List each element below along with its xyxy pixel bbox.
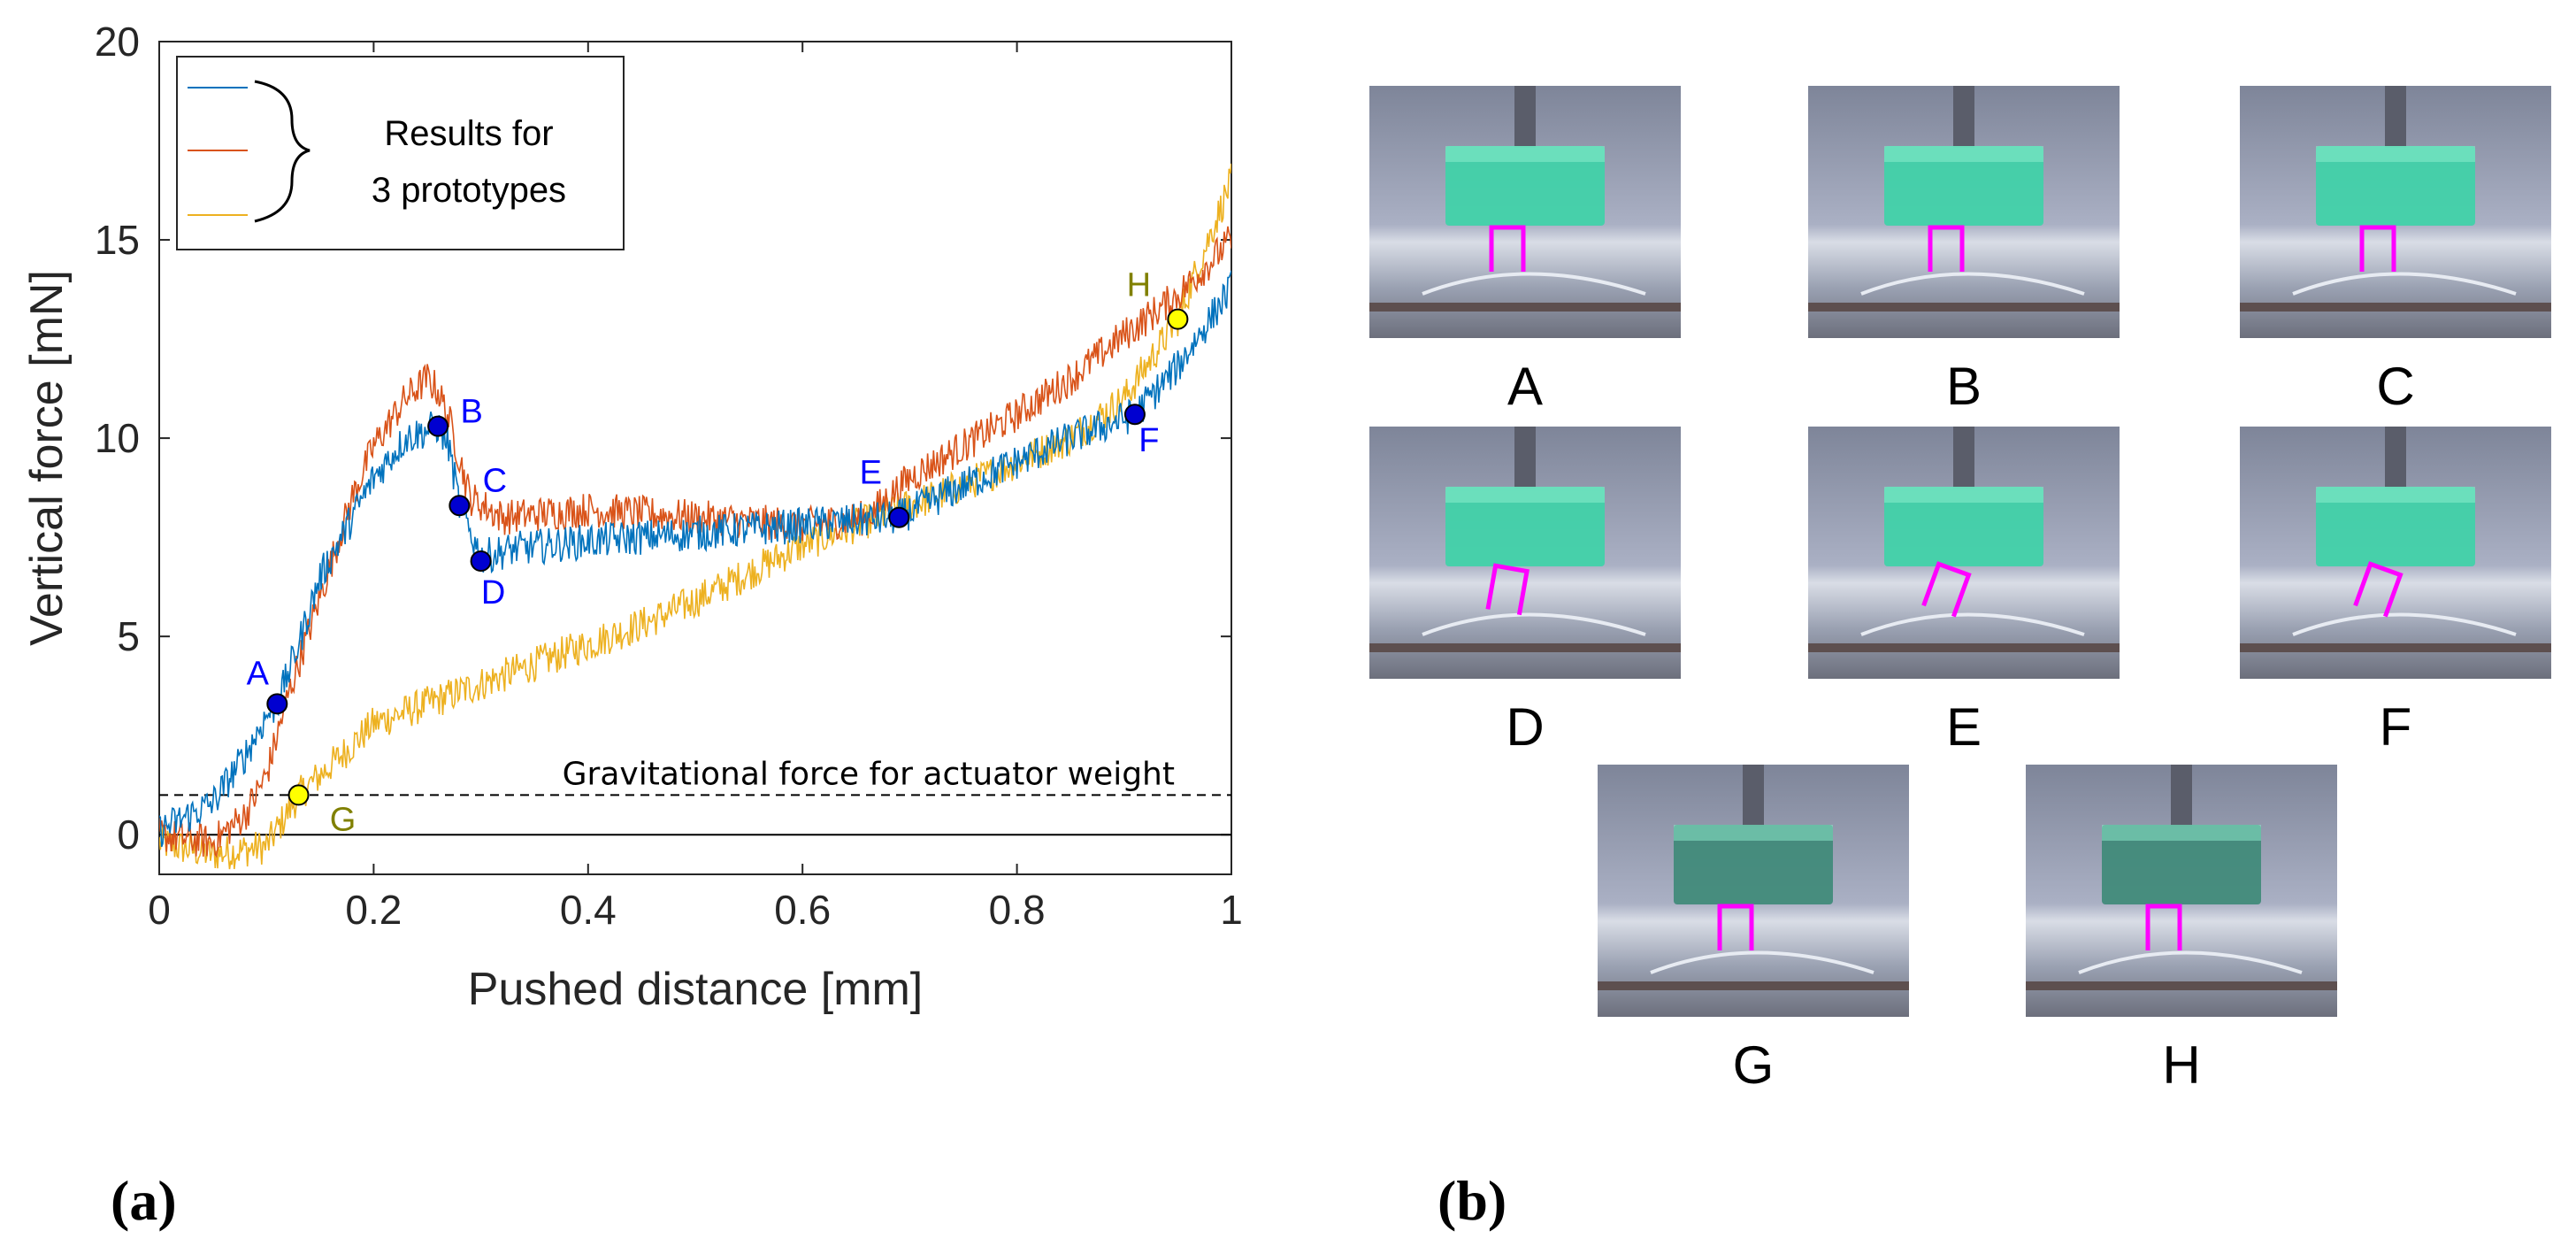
photo-label-g: G (1732, 1035, 1775, 1095)
y-axis-label: Vertical force [mN] (21, 270, 73, 646)
photo-label-f: F (2379, 697, 2412, 757)
y-tick-label: 15 (95, 217, 140, 263)
x-tick-label: 0.6 (774, 887, 831, 933)
photo-illustration (1598, 765, 1909, 1017)
photo-illustration (1808, 86, 2120, 338)
legend-text-line1: Results for (384, 114, 553, 153)
photo-label-d: D (1506, 697, 1545, 757)
photo-label-a: A (1506, 357, 1544, 416)
marker-label-e: E (860, 455, 882, 492)
photo-illustration (1369, 427, 1681, 679)
photo-illustration (1369, 86, 1681, 338)
plot-box (158, 41, 1232, 875)
photo-label-c: C (2376, 357, 2415, 416)
x-axis-label: Pushed distance [mm] (468, 964, 923, 1015)
y-tick-label: 20 (95, 19, 140, 65)
marker-b (427, 415, 449, 437)
marker-label-b: B (460, 394, 482, 431)
legend-text-line2: 3 prototypes (372, 171, 566, 210)
panel-label-b: (b) (1438, 1169, 1507, 1232)
photo-illustration (2026, 765, 2337, 1017)
x-tick-label: 0.2 (345, 887, 402, 933)
marker-f (1123, 404, 1146, 426)
marker-g (288, 784, 310, 806)
photo-h (2026, 765, 2337, 1017)
photo-g (1598, 765, 1909, 1017)
photo-illustration (2240, 427, 2551, 679)
legend-box (176, 56, 625, 250)
photo-illustration (1808, 427, 2120, 679)
marker-label-f: F (1138, 422, 1159, 459)
photo-c (2240, 86, 2551, 338)
photo-e (1808, 427, 2120, 679)
x-tick-label: 0 (148, 887, 171, 933)
photo-label-e: E (1945, 697, 1982, 757)
reference-line-label: Gravitational force for actuator weight (563, 756, 1175, 792)
photo-a (1369, 86, 1681, 338)
photo-d (1369, 427, 1681, 679)
marker-h (1167, 308, 1189, 330)
marker-label-a: A (247, 655, 270, 692)
marker-a (266, 693, 288, 715)
y-tick-label: 10 (95, 415, 140, 461)
x-tick-label: 1 (1220, 887, 1243, 933)
marker-c (448, 495, 471, 517)
marker-label-d: D (481, 574, 505, 612)
marker-label-c: C (483, 462, 507, 499)
y-tick-label: 5 (117, 613, 140, 659)
photo-label-h: H (2162, 1035, 2201, 1095)
marker-e (888, 506, 910, 528)
series-line-0 (159, 270, 1231, 848)
y-tick-label: 0 (117, 812, 140, 858)
panel-label-a: (a) (111, 1169, 177, 1232)
series-line-1 (159, 226, 1231, 858)
photo-illustration (2240, 86, 2551, 338)
photo-label-b: B (1945, 357, 1982, 416)
photo-b (1808, 86, 2120, 338)
x-tick-label: 0.4 (560, 887, 617, 933)
marker-d (470, 550, 492, 573)
photo-f (2240, 427, 2551, 679)
marker-label-g: G (330, 801, 356, 838)
x-tick-label: 0.8 (989, 887, 1046, 933)
legend-brace (254, 80, 310, 223)
marker-label-h: H (1127, 267, 1151, 304)
